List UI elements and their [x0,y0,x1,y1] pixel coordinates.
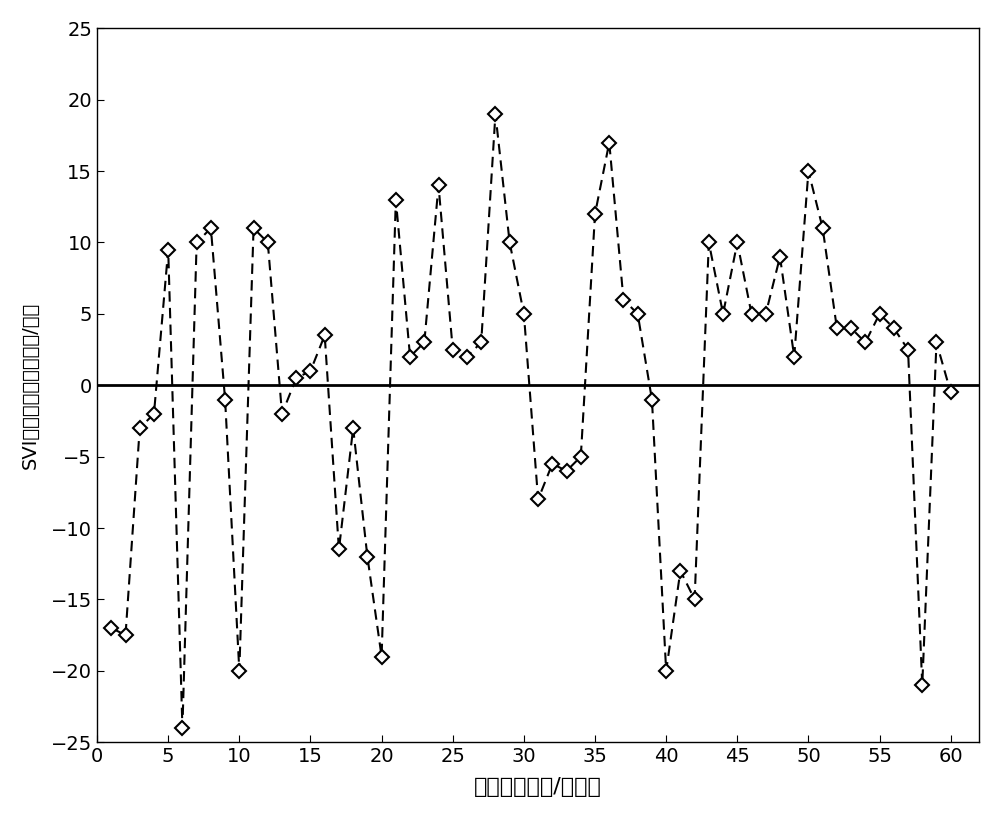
Y-axis label: SVI拟合结果误差（毫升/克）: SVI拟合结果误差（毫升/克） [21,302,40,469]
X-axis label: 样本序号（天/样本）: 样本序号（天/样本） [474,777,602,798]
